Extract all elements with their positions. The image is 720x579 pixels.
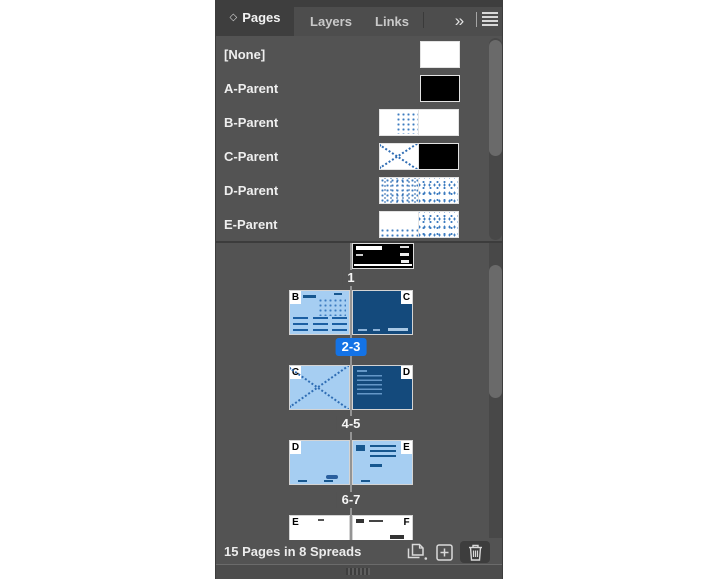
create-new-page-button[interactable]	[432, 542, 456, 562]
parent-tag: C	[290, 366, 301, 379]
page-curl-icon	[407, 543, 428, 560]
spine-center-line	[350, 243, 352, 540]
panel-cycle-icon[interactable]: ◇	[229, 12, 238, 23]
pages-panel: ◇ Pages Layers Links » [None] A-Parent B…	[215, 0, 503, 579]
panel-tab-bar: ◇ Pages Layers Links »	[216, 0, 502, 36]
parent-label: D-Parent	[224, 183, 279, 198]
parent-row-e[interactable]: E-Parent	[216, 208, 486, 242]
pages-scrollbar-track[interactable]	[489, 243, 502, 538]
parent-tag: E	[290, 516, 301, 529]
tab-links[interactable]: Links	[366, 7, 418, 36]
page-8-thumbnail[interactable]: E	[289, 515, 350, 540]
panel-bottom-edge	[216, 564, 502, 579]
parent-tag: E	[401, 441, 412, 454]
delete-page-button[interactable]	[460, 541, 490, 563]
parent-label: B-Parent	[224, 115, 279, 130]
separator	[476, 12, 477, 27]
tab-layers-label: Layers	[310, 14, 352, 29]
edit-page-size-button[interactable]	[404, 542, 428, 562]
plus-square-icon	[435, 543, 453, 561]
tab-layers[interactable]: Layers	[300, 7, 362, 36]
parent-row-b[interactable]: B-Parent	[216, 106, 486, 140]
page-2-thumbnail[interactable]: B	[289, 290, 350, 335]
panel-status-bar: 15 Pages in 8 Spreads	[216, 540, 502, 564]
page-5-thumbnail[interactable]: D	[352, 365, 413, 410]
parent-row-d[interactable]: D-Parent	[216, 174, 486, 208]
spread-8-9[interactable]: E F	[289, 515, 413, 540]
page-1-label[interactable]: 1	[342, 270, 360, 286]
parent-row-a[interactable]: A-Parent	[216, 72, 486, 106]
parent-thumbnail[interactable]	[379, 109, 460, 136]
parent-label: A-Parent	[224, 81, 279, 96]
page-1-thumbnail[interactable]	[352, 243, 414, 269]
spread-6-7[interactable]: D E	[289, 440, 413, 485]
spread-2-3[interactable]: B C	[289, 290, 413, 335]
page-count-status: 15 Pages in 8 Spreads	[224, 544, 362, 559]
tab-bar-top-strip	[216, 0, 502, 7]
panel-menu-icon[interactable]	[482, 12, 499, 27]
parent-tag: D	[401, 366, 412, 379]
page-9-thumbnail[interactable]: F	[352, 515, 413, 540]
parent-tag: C	[401, 291, 412, 304]
tab-pages-label: Pages	[242, 10, 281, 25]
parent-thumbnail[interactable]	[420, 75, 460, 102]
spread-4-5[interactable]: C D	[289, 365, 413, 410]
parent-label: C-Parent	[224, 149, 279, 164]
tab-separator	[423, 12, 424, 28]
parent-row-none[interactable]: [None]	[216, 38, 486, 72]
parent-tag: D	[290, 441, 301, 454]
page-4-thumbnail[interactable]: C	[289, 365, 350, 410]
parent-label: E-Parent	[224, 217, 278, 232]
parent-tag: F	[401, 516, 412, 529]
page-6-7-label[interactable]: 6-7	[336, 492, 366, 508]
resize-grip[interactable]	[346, 568, 370, 575]
parent-label: [None]	[224, 47, 266, 62]
parents-scrollbar-thumb[interactable]	[489, 40, 502, 156]
section-divider[interactable]	[216, 241, 502, 243]
pages-scrollbar-thumb[interactable]	[489, 265, 502, 398]
trash-icon	[468, 544, 482, 561]
parent-row-c[interactable]: C-Parent	[216, 140, 486, 174]
parent-thumbnail[interactable]	[379, 177, 460, 204]
tab-links-label: Links	[375, 14, 409, 29]
pages-list: 1 B C 2-3 C	[216, 243, 502, 540]
page-7-thumbnail[interactable]: E	[352, 440, 413, 485]
page-6-thumbnail[interactable]: D	[289, 440, 350, 485]
parent-pages-list: [None] A-Parent B-Parent C-Parent D-Pare…	[216, 36, 502, 241]
page-2-3-label-selected[interactable]: 2-3	[335, 338, 367, 356]
collapse-panel-icon[interactable]: »	[454, 11, 464, 30]
parent-thumbnail[interactable]	[420, 41, 460, 68]
page-3-thumbnail[interactable]: C	[352, 290, 413, 335]
tab-pages[interactable]: ◇ Pages	[216, 0, 294, 36]
page-4-5-label[interactable]: 4-5	[336, 416, 366, 432]
parent-thumbnail[interactable]	[379, 211, 460, 238]
parents-scrollbar-track[interactable]	[489, 38, 502, 240]
parent-thumbnail[interactable]	[379, 143, 460, 170]
parent-tag: B	[290, 291, 301, 304]
